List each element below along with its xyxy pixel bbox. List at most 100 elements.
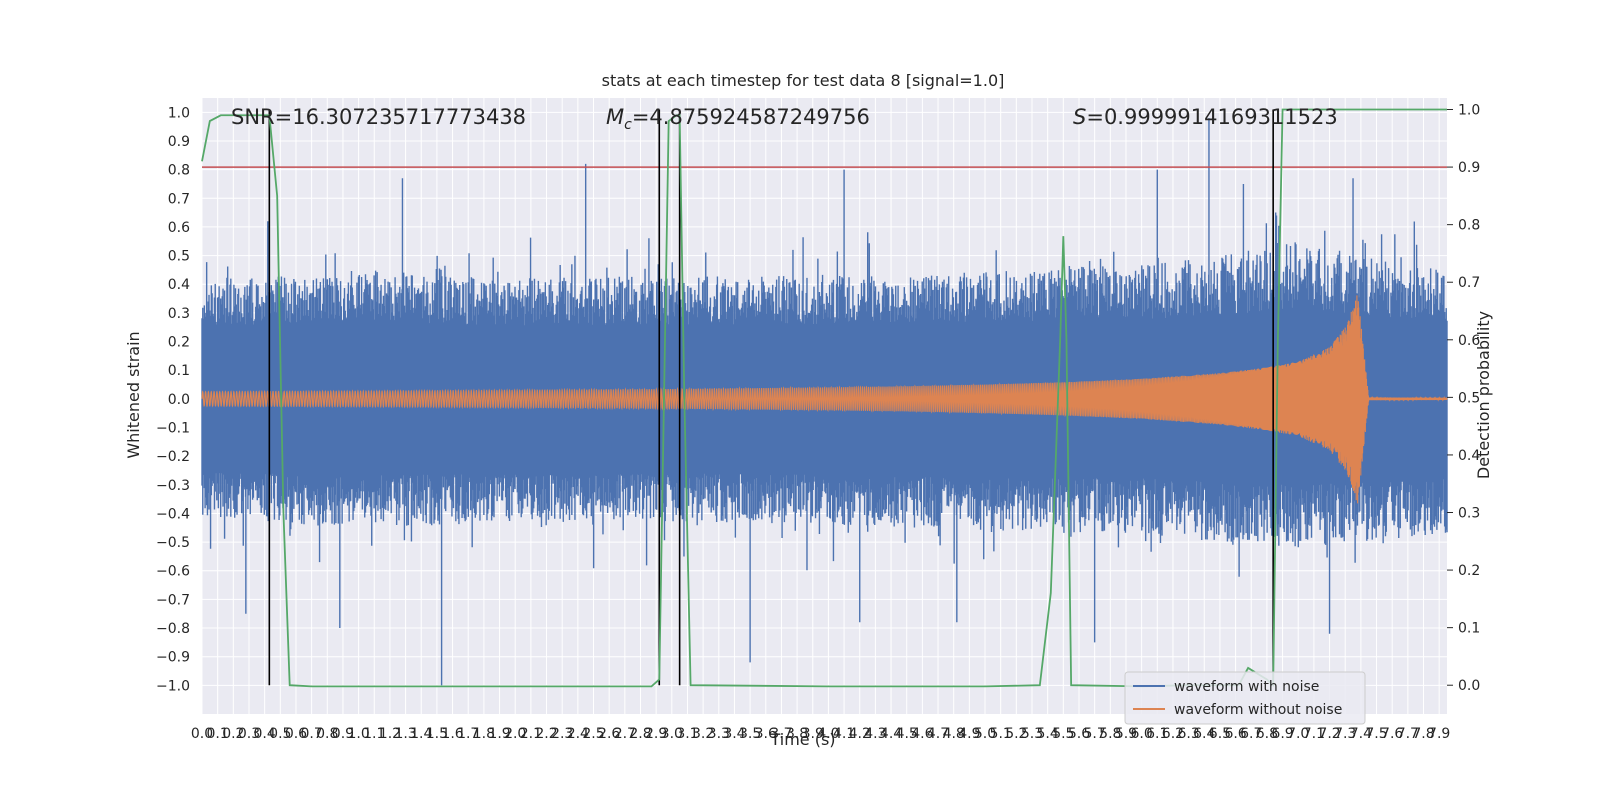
x-tick-label: 0.3 xyxy=(238,726,260,742)
x-tick-label: 4.6 xyxy=(911,726,933,742)
y-tick-label-right: 1.0 xyxy=(1458,103,1480,119)
y-tick-label-right: 0.7 xyxy=(1458,275,1480,291)
x-tick-label: 3.0 xyxy=(661,726,683,742)
s-annotation: S=0.9999914169311523 xyxy=(1073,105,1338,129)
x-tick-label: 4.4 xyxy=(880,726,902,742)
y-tick-label-left: −0.9 xyxy=(156,650,190,666)
x-tick-label: 7.7 xyxy=(1397,726,1419,742)
x-tick-label: 1.0 xyxy=(347,726,369,742)
x-tick-label: 3.4 xyxy=(723,726,745,742)
y-tick-label-left: 0.1 xyxy=(168,363,190,379)
x-tick-label: 4.0 xyxy=(817,726,839,742)
x-tick-label: 5.1 xyxy=(990,726,1012,742)
x-tick-label: 2.0 xyxy=(504,726,526,742)
x-tick-label: 7.5 xyxy=(1365,726,1387,742)
y-tick-label-left: 0.4 xyxy=(168,277,190,293)
y-tick-label-left: −0.5 xyxy=(156,535,190,551)
x-tick-label: 6.0 xyxy=(1130,726,1152,742)
x-tick-label: 0.9 xyxy=(332,726,354,742)
y-tick-label-left: −1.0 xyxy=(156,678,190,694)
y-tick-label-right: 0.6 xyxy=(1458,333,1480,349)
x-tick-label: 6.5 xyxy=(1209,726,1231,742)
x-tick-label: 2.8 xyxy=(629,726,651,742)
legend-box xyxy=(1124,671,1366,725)
y-tick-label-right: 0.0 xyxy=(1458,678,1480,694)
x-tick-label: 3.9 xyxy=(802,726,824,742)
vertical-markers xyxy=(268,109,1274,686)
x-tick-label: 3.2 xyxy=(692,726,714,742)
x-tick-label: 6.6 xyxy=(1224,726,1246,742)
y-tick-label-left: −0.4 xyxy=(156,506,190,522)
y-tick-label-left: 0.8 xyxy=(168,163,190,179)
y-tick-label-left: 1.0 xyxy=(168,105,190,121)
x-tick-label: 7.3 xyxy=(1334,726,1356,742)
y-tick-label-left: 0.5 xyxy=(168,249,190,265)
y-tick-label-left: −0.2 xyxy=(156,449,190,465)
x-tick-label: 4.2 xyxy=(849,726,871,742)
x-tick-label: 4.9 xyxy=(958,726,980,742)
x-tick-label: 6.3 xyxy=(1177,726,1199,742)
x-tick-label: 6.2 xyxy=(1162,726,1184,742)
y-axis-label: Whitened strain xyxy=(124,331,143,458)
x-tick-label: 1.5 xyxy=(426,726,448,742)
y-axis-label-right: Detection probability xyxy=(1474,311,1493,479)
x-tick-label: 7.4 xyxy=(1350,726,1372,742)
y-tick-label-right: 0.5 xyxy=(1458,390,1480,406)
x-tick-label: 3.1 xyxy=(676,726,698,742)
x-tick-label: 0.5 xyxy=(269,726,291,742)
legend-label-signal: waveform without noise xyxy=(1174,702,1342,718)
y-tick-labels-left: 1.0 0.9 0.8 0.7 0.6 0.5 0.4 0.3 0.2 0.1 0.0 −0.1 −0.… xyxy=(156,105,190,694)
y-tick-label-left: −0.3 xyxy=(156,478,190,494)
x-tick-label: 2.7 xyxy=(614,726,636,742)
y-tick-label-left: 0.0 xyxy=(168,392,190,408)
mc-subscript: c xyxy=(624,117,632,133)
x-tick-label: 6.9 xyxy=(1271,726,1293,742)
x-tick-label: 2.2 xyxy=(535,726,557,742)
x-tick-label: 4.3 xyxy=(864,726,886,742)
chart-title: stats at each timestep for test data 8 [… xyxy=(602,71,1005,90)
x-tick-label: 1.2 xyxy=(379,726,401,742)
x-tick-label: 1.6 xyxy=(441,726,463,742)
signal-series xyxy=(201,295,1448,504)
y-tick-label-right: 0.1 xyxy=(1458,621,1480,637)
snr-annotation: SNR=16.307235717773438 xyxy=(231,105,526,129)
y-tick-label-left: 0.9 xyxy=(168,134,190,150)
y-tick-label-left: 0.3 xyxy=(168,306,190,322)
x-tick-label: 6.1 xyxy=(1146,726,1168,742)
x-tick-label: 2.3 xyxy=(551,726,573,742)
x-tick-label: 1.7 xyxy=(457,726,479,742)
x-tick-label: 7.6 xyxy=(1381,726,1403,742)
x-tick-label: 0.0 xyxy=(191,726,213,742)
x-tick-label: 5.6 xyxy=(1068,726,1090,742)
x-tick-label: 7.1 xyxy=(1303,726,1325,742)
mc-symbol: M xyxy=(606,105,624,129)
y-tick-label-left: 0.2 xyxy=(168,335,190,351)
x-tick-label: 2.6 xyxy=(598,726,620,742)
y-tick-label-left: −0.8 xyxy=(156,621,190,637)
x-tick-label: 1.1 xyxy=(363,726,385,742)
y-tick-label-right: 0.3 xyxy=(1458,506,1480,522)
x-tick-label: 0.4 xyxy=(254,726,276,742)
x-axis-label: Time (s) xyxy=(769,730,835,749)
y-tick-label-left: −0.1 xyxy=(156,420,190,436)
y-tick-label-right: 0.8 xyxy=(1458,218,1480,234)
y-tick-label-right: 0.4 xyxy=(1458,448,1480,464)
x-tick-label: 7.8 xyxy=(1412,726,1434,742)
x-tick-label: 2.4 xyxy=(567,726,589,742)
clean-waveform xyxy=(201,295,1448,504)
x-tick-label: 7.9 xyxy=(1428,726,1450,742)
x-tick-label: 5.9 xyxy=(1115,726,1137,742)
x-tick-label: 0.7 xyxy=(300,726,322,742)
x-tick-label: 3.8 xyxy=(786,726,808,742)
mc-value: =4.875924587249756 xyxy=(632,105,870,129)
legend: waveform with noise waveform without noi… xyxy=(1124,671,1366,725)
x-tick-label: 3.3 xyxy=(708,726,730,742)
x-tick-label: 5.2 xyxy=(1005,726,1027,742)
x-tick-label: 2.5 xyxy=(582,726,604,742)
x-tick-label: 4.7 xyxy=(927,726,949,742)
x-tick-label: 0.2 xyxy=(222,726,244,742)
x-tick-label: 0.1 xyxy=(207,726,229,742)
y-tick-label-left: −0.6 xyxy=(156,564,190,580)
x-tick-label: 3.7 xyxy=(770,726,792,742)
